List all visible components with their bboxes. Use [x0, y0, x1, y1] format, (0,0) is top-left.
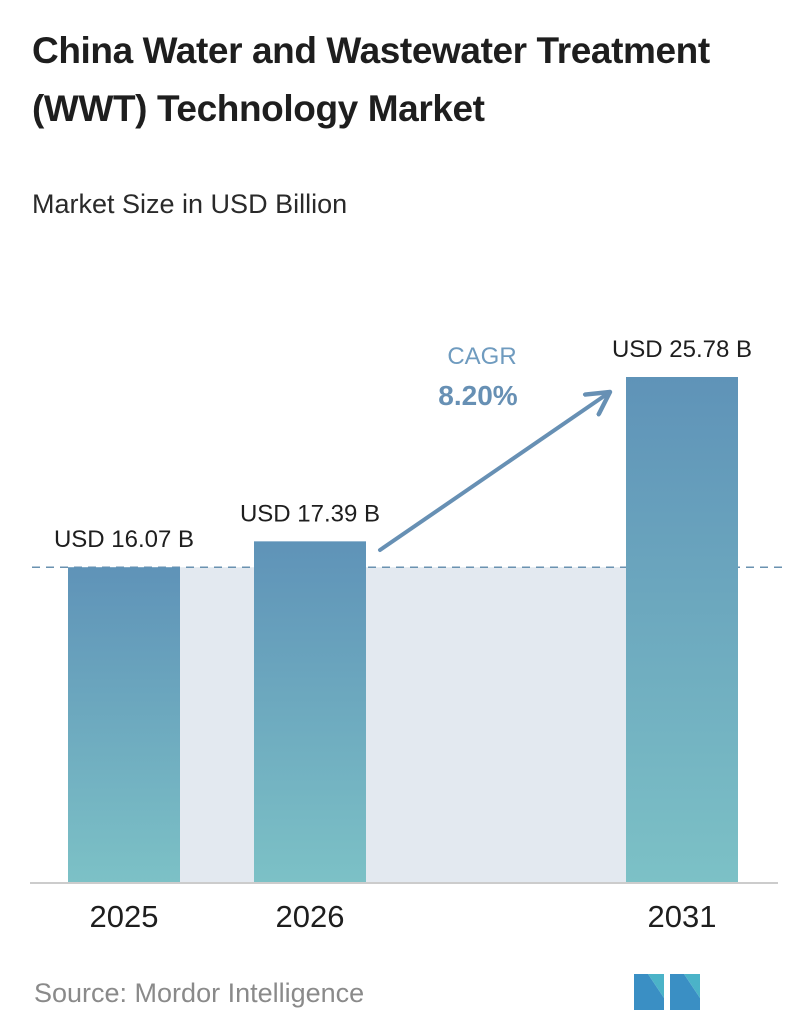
chart-title: China Water and Wastewater Treatment (WW…	[32, 30, 710, 129]
label-layer: USD 16.07 B USD 17.39 B USD 25.78 B	[54, 336, 752, 553]
bar-2025	[68, 567, 180, 882]
tick-layer: 2025 2026 2031	[30, 882, 778, 934]
value-label-2031: USD 25.78 B	[612, 336, 752, 363]
value-label-2025: USD 16.07 B	[54, 526, 194, 553]
x-tick-2025: 2025	[90, 899, 159, 934]
cagr-label: CAGR	[447, 343, 516, 370]
x-tick-2031: 2031	[648, 899, 717, 934]
annotation-layer: CAGR 8.20%	[378, 343, 610, 552]
mordor-intelligence-logo-icon	[634, 974, 700, 1010]
bar-2026	[254, 541, 366, 882]
reference-band	[180, 567, 626, 882]
source-text: Source: Mordor Intelligence	[34, 978, 365, 1008]
x-tick-2026: 2026	[276, 899, 345, 934]
band-layer	[180, 567, 626, 882]
chart-subtitle: Market Size in USD Billion	[32, 189, 348, 219]
cagr-arrow	[378, 392, 610, 552]
bar-layer	[68, 377, 738, 882]
cagr-value: 8.20%	[438, 380, 517, 411]
value-label-2026: USD 17.39 B	[240, 500, 380, 527]
bar-2031	[626, 377, 738, 882]
